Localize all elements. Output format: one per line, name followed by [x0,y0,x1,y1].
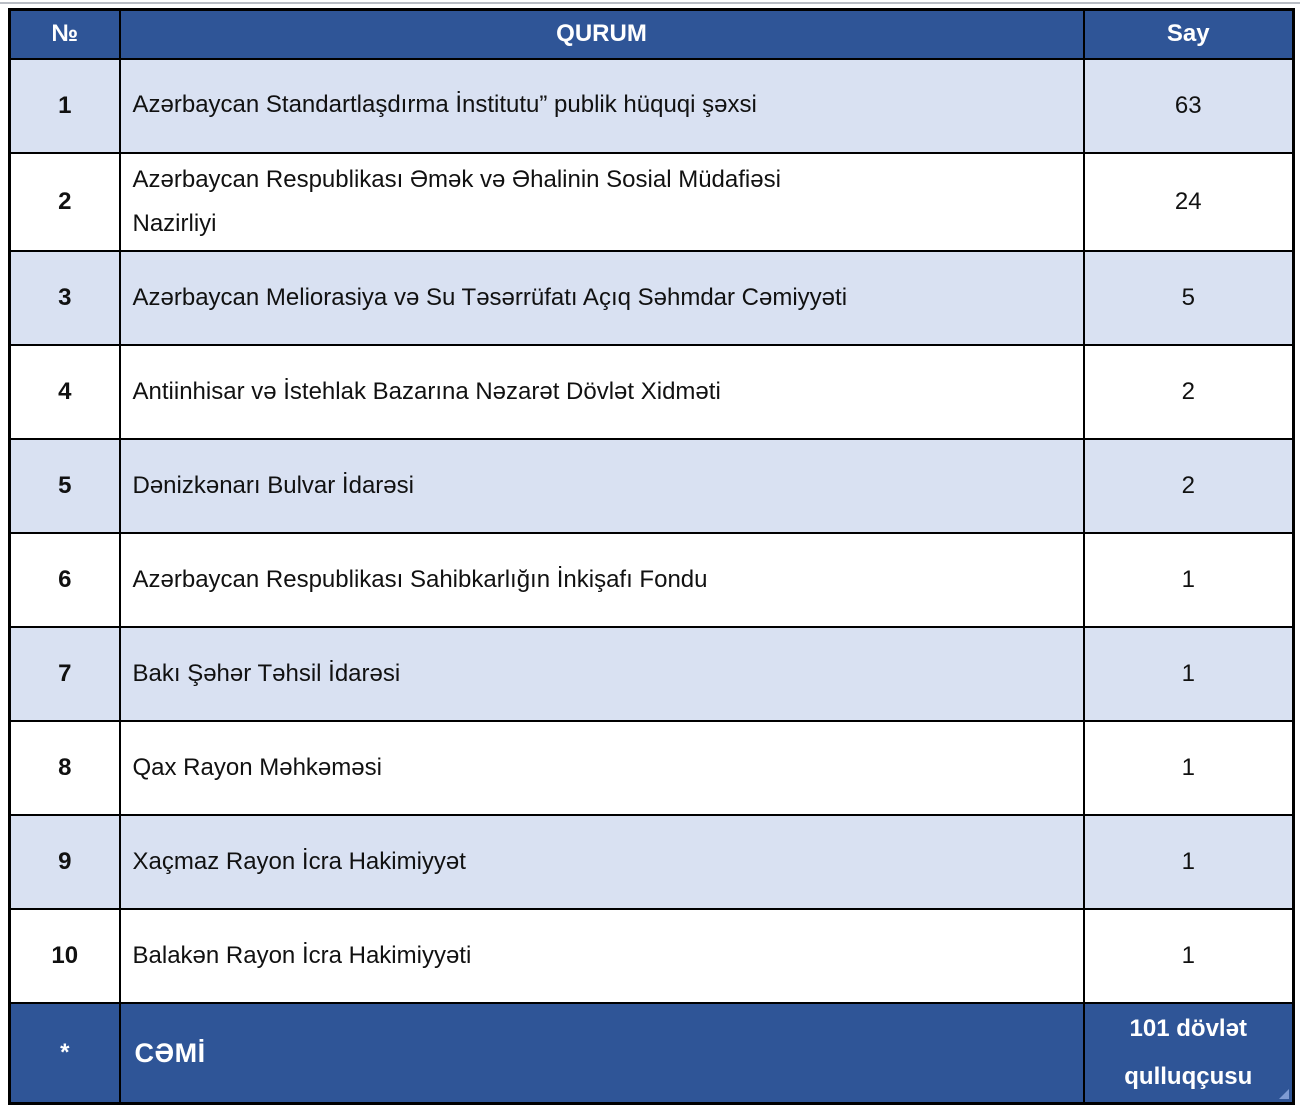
table-row: 6 Azərbaycan Respublikası Sahibkarlığın … [8,532,1295,629]
row-number-cell: 5 [8,438,121,535]
organization-name-cell: Azərbaycan Respublikası Sahibkarlığın İn… [118,532,1085,629]
column-header-qurum: QURUM [118,8,1085,60]
row-number-cell: 6 [8,532,121,629]
organization-name-cell: Qax Rayon Məhkəməsi [118,720,1085,817]
header-row: № QURUM Say [8,8,1295,60]
count-cell: 2 [1082,438,1295,535]
row-number-cell: 8 [8,720,121,817]
table-row: 5 Dənizkənarı Bulvar İdarəsi 2 [8,438,1295,535]
footer-total-text: 101 dövlət qulluqçusu [1124,1015,1253,1091]
column-header-num: № [8,8,121,60]
count-cell: 1 [1082,532,1295,629]
footer-total-label: CƏMİ [118,1002,1085,1105]
row-number-cell: 9 [8,814,121,911]
row-number-cell: 1 [8,57,121,154]
organization-count-table: № QURUM Say 1 Azərbaycan Standartlaşdırm… [8,8,1295,1106]
window-top-edge [0,2,1300,4]
column-header-say: Say [1082,8,1295,60]
organization-name-cell: Azərbaycan Meliorasiya və Su Təsərrüfatı… [118,250,1085,347]
organization-name-cell: Azərbaycan Standartlaşdırma İnstitutu” p… [118,57,1085,154]
row-number-cell: 2 [8,151,121,253]
table-body: 1 Azərbaycan Standartlaşdırma İnstitutu”… [8,57,1295,1005]
count-cell: 1 [1082,626,1295,723]
count-cell: 2 [1082,344,1295,441]
count-cell: 1 [1082,908,1295,1005]
row-number-cell: 7 [8,626,121,723]
table-row: 3 Azərbaycan Meliorasiya və Su Təsərrüfa… [8,250,1295,347]
table-row: 9 Xaçmaz Rayon İcra Hakimiyyət 1 [8,814,1295,911]
row-number-cell: 3 [8,250,121,347]
organization-name-cell: Azərbaycan Respublikası Əmək və Əhalinin… [118,151,1085,253]
organization-name-cell: Xaçmaz Rayon İcra Hakimiyyət [118,814,1085,911]
table-row: 8 Qax Rayon Məhkəməsi 1 [8,720,1295,817]
organization-name-cell: Dənizkənarı Bulvar İdarəsi [118,438,1085,535]
organization-name-cell: Balakən Rayon İcra Hakimiyyəti [118,908,1085,1005]
row-number-cell: 4 [8,344,121,441]
organization-name-cell: Bakı Şəhər Təhsil İdarəsi [118,626,1085,723]
organization-name-cell: Antiinhisar və İstehlak Bazarına Nəzarət… [118,344,1085,441]
table-row: 4 Antiinhisar və İstehlak Bazarına Nəzar… [8,344,1295,441]
count-cell: 24 [1082,151,1295,253]
footer-total-value: 101 dövlət qulluqçusu [1082,1002,1295,1105]
table-row: 1 Azərbaycan Standartlaşdırma İnstitutu”… [8,57,1295,154]
resize-handle-icon [1279,1089,1289,1100]
count-cell: 63 [1082,57,1295,154]
footer-asterisk-cell: * [8,1002,121,1105]
table-row: 7 Bakı Şəhər Təhsil İdarəsi 1 [8,626,1295,723]
row-number-cell: 10 [8,908,121,1005]
count-cell: 5 [1082,250,1295,347]
count-cell: 1 [1082,814,1295,911]
footer-row: * CƏMİ 101 dövlət qulluqçusu [8,1002,1295,1105]
count-cell: 1 [1082,720,1295,817]
table-row: 2 Azərbaycan Respublikası Əmək və Əhalin… [8,151,1295,253]
table-row: 10 Balakən Rayon İcra Hakimiyyəti 1 [8,908,1295,1005]
